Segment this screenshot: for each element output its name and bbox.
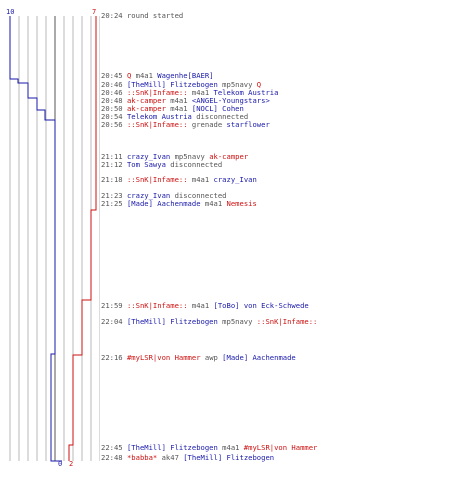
player-name: [TheMill] Flitzebogen xyxy=(178,453,275,462)
player-name: ak-camper xyxy=(126,96,166,105)
event-text: m4a1 xyxy=(187,175,210,184)
player-name: ::SnK|Infame:: xyxy=(126,88,188,97)
player-name: #myLSR|von Hammer xyxy=(126,353,201,362)
event-text: mp5navy xyxy=(217,317,253,326)
event-text: m4a1 xyxy=(131,71,153,80)
player-name: *babba* xyxy=(126,453,158,462)
player-name: [TheMill] Flitzebogen xyxy=(126,443,218,452)
red-team-line xyxy=(68,16,97,461)
event-text: m4a1 xyxy=(187,88,210,97)
event-row: 21:18 ::SnK|Infame:: m4a1 crazy_Ivan xyxy=(101,176,257,184)
event-text: round started xyxy=(126,11,184,20)
event-row: 20:46 [TheMill] Flitzebogen mp5navy Q xyxy=(101,81,261,89)
player-name: ::SnK|Infame:: xyxy=(126,301,188,310)
event-text: m4a1 xyxy=(187,301,210,310)
event-row: 21:12 Tom Sawya disconnected xyxy=(101,161,222,169)
event-text: disconnected xyxy=(191,112,249,121)
player-name: ::SnK|Infame:: xyxy=(252,317,318,326)
event-time: 22:16 xyxy=(101,353,127,362)
player-name: Wagenhe[BAER] xyxy=(152,71,214,80)
player-name: crazy_Ivan xyxy=(126,191,171,200)
event-row: 22:45 [TheMill] Flitzebogen m4a1 #myLSR|… xyxy=(101,444,317,452)
player-name: #myLSR|von Hammer xyxy=(239,443,318,452)
event-text: awp xyxy=(200,353,218,362)
player-name: Telekom Austria xyxy=(209,88,279,97)
player-name: Nemesis xyxy=(222,199,257,208)
event-text: m4a1 xyxy=(165,104,188,113)
event-time: 22:48 xyxy=(101,453,127,462)
player-name: [TheMill] Flitzebogen xyxy=(126,317,218,326)
event-time: 21:18 xyxy=(101,175,127,184)
event-time: 20:46 xyxy=(101,88,127,97)
player-count-graph xyxy=(9,16,100,462)
player-name: Telekom Austria xyxy=(126,112,192,121)
player-name: [Made] Aachenmade xyxy=(217,353,296,362)
event-row: 20:45 Q m4a1 Wagenhe[BAER] xyxy=(101,72,214,80)
event-row: 20:56 ::SnK|Infame:: grenade starflower xyxy=(101,121,270,129)
event-time: 20:46 xyxy=(101,80,127,89)
event-row: 20:24 round started xyxy=(101,12,183,20)
event-time: 20:24 xyxy=(101,11,127,20)
event-time: 20:56 xyxy=(101,120,127,129)
event-time: 21:25 xyxy=(101,199,127,208)
bottom-blue-count: 0 xyxy=(58,460,63,468)
event-time: 21:23 xyxy=(101,191,127,200)
event-text: grenade xyxy=(187,120,223,129)
event-text: m4a1 xyxy=(217,443,240,452)
event-text: mp5navy xyxy=(217,80,253,89)
event-time: 21:59 xyxy=(101,301,127,310)
event-text: disconnected xyxy=(165,160,223,169)
player-name: Q xyxy=(252,80,262,89)
top-red-count: 7 xyxy=(92,8,97,16)
event-time: 22:45 xyxy=(101,443,127,452)
player-name: Tom Sawya xyxy=(126,160,166,169)
event-time: 20:54 xyxy=(101,112,127,121)
event-text: ak47 xyxy=(157,453,179,462)
bottom-red-count: 2 xyxy=(69,460,74,468)
event-row: 21:23 crazy_Ivan disconnected xyxy=(101,192,227,200)
event-row: 20:48 ak-camper m4a1 <ANGEL-Youngstars> xyxy=(101,97,270,105)
event-row: 20:50 ak-camper m4a1 [NOCL] Cohen xyxy=(101,105,244,113)
event-text: disconnected xyxy=(170,191,227,200)
event-row: 21:11 crazy_Ivan mp5navy ak-camper xyxy=(101,153,248,161)
player-name: Q xyxy=(126,71,132,80)
event-row: 21:59 ::SnK|Infame:: m4a1 [ToBo] von Eck… xyxy=(101,302,309,310)
player-name: crazy_Ivan xyxy=(209,175,257,184)
player-name: starflower xyxy=(222,120,270,129)
player-name: <ANGEL-Youngstars> xyxy=(187,96,270,105)
player-name: ak-camper xyxy=(126,104,166,113)
player-name: ak-camper xyxy=(204,152,249,161)
player-name: [NOCL] Cohen xyxy=(187,104,244,113)
event-row: 20:54 Telekom Austria disconnected xyxy=(101,113,248,121)
event-row: 22:48 *babba* ak47 [TheMill] Flitzebogen xyxy=(101,454,274,462)
event-time: 20:50 xyxy=(101,104,127,113)
player-name: [TheMill] Flitzebogen xyxy=(126,80,218,89)
event-text: m4a1 xyxy=(200,199,223,208)
event-row: 22:16 #myLSR|von Hammer awp [Made] Aache… xyxy=(101,354,296,362)
player-name: [Made] Aachenmade xyxy=(126,199,201,208)
event-row: 20:46 ::SnK|Infame:: m4a1 Telekom Austri… xyxy=(101,89,278,97)
event-row: 22:04 [TheMill] Flitzebogen mp5navy ::Sn… xyxy=(101,318,317,326)
event-time: 22:04 xyxy=(101,317,127,326)
event-time: 20:45 xyxy=(101,71,127,80)
player-name: ::SnK|Infame:: xyxy=(126,175,188,184)
player-name: ::SnK|Infame:: xyxy=(126,120,188,129)
top-blue-count: 10 xyxy=(6,8,15,16)
player-name: crazy_Ivan xyxy=(126,152,171,161)
blue-team-line xyxy=(9,16,62,462)
event-time: 21:11 xyxy=(101,152,127,161)
event-text: m4a1 xyxy=(165,96,188,105)
event-time: 21:12 xyxy=(101,160,127,169)
event-row: 21:25 [Made] Aachenmade m4a1 Nemesis xyxy=(101,200,257,208)
event-text: mp5navy xyxy=(170,152,205,161)
player-name: [ToBo] von Eck-Schwede xyxy=(209,301,309,310)
event-time: 20:48 xyxy=(101,96,127,105)
